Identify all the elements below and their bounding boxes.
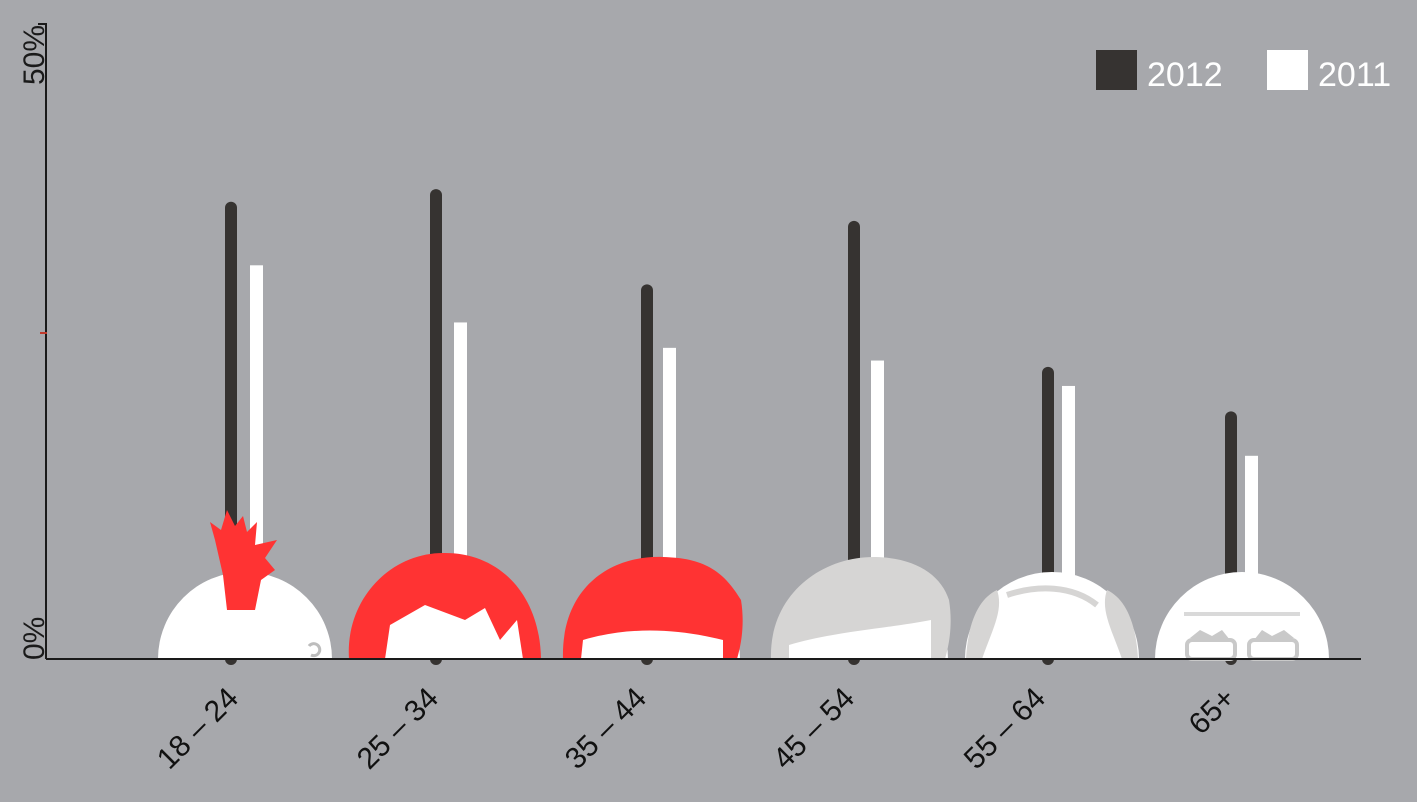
forehead-wrinkle xyxy=(1006,585,1099,608)
grey-hair-head-icon xyxy=(770,556,951,659)
ear-icon xyxy=(307,642,322,658)
x-tick-labels: 18 – 24 25 – 34 35 – 44 45 – 54 55 – 64 65+ xyxy=(151,682,1242,776)
heads-group xyxy=(158,510,1329,661)
bob-hair-head-icon xyxy=(562,556,743,659)
head-dome xyxy=(158,572,332,659)
bob-hair xyxy=(562,556,743,659)
long-hair xyxy=(348,552,541,659)
y-axis: 50% 0% xyxy=(18,23,51,660)
legend-swatch-2011 xyxy=(1267,50,1308,90)
y-tick-label-max: 50% xyxy=(18,25,51,85)
bar-2012-1 xyxy=(430,189,442,665)
balding-head-icon xyxy=(965,572,1139,659)
y-tick-label-min: 0% xyxy=(18,617,51,660)
side-hair-left xyxy=(966,590,1000,659)
eyebrow-right xyxy=(1254,630,1294,640)
mohawk-hair xyxy=(210,510,277,610)
x-tick-label: 65+ xyxy=(1183,682,1242,741)
x-tick-label: 45 – 54 xyxy=(767,682,861,776)
brow-line xyxy=(1184,612,1300,616)
legend-swatch-2012 xyxy=(1096,50,1137,90)
x-tick-label: 35 – 44 xyxy=(559,682,653,776)
legend-label-2011: 2011 xyxy=(1318,56,1391,94)
x-tick-label: 55 – 64 xyxy=(958,682,1052,776)
eyebrow-left xyxy=(1190,630,1230,640)
x-tick-label: 18 – 24 xyxy=(151,682,245,776)
bar-2012-3 xyxy=(848,220,860,665)
side-hair-right xyxy=(1104,590,1138,659)
x-tick-label: 25 – 34 xyxy=(351,682,445,776)
glasses-head-icon xyxy=(1155,572,1329,661)
legend: 2012 2011 xyxy=(1096,50,1391,94)
grey-hair xyxy=(770,556,951,659)
bars-group xyxy=(225,189,1258,666)
long-hair-head-icon xyxy=(348,552,541,659)
mohawk-head-icon xyxy=(158,510,332,659)
legend-label-2012: 2012 xyxy=(1147,56,1223,94)
